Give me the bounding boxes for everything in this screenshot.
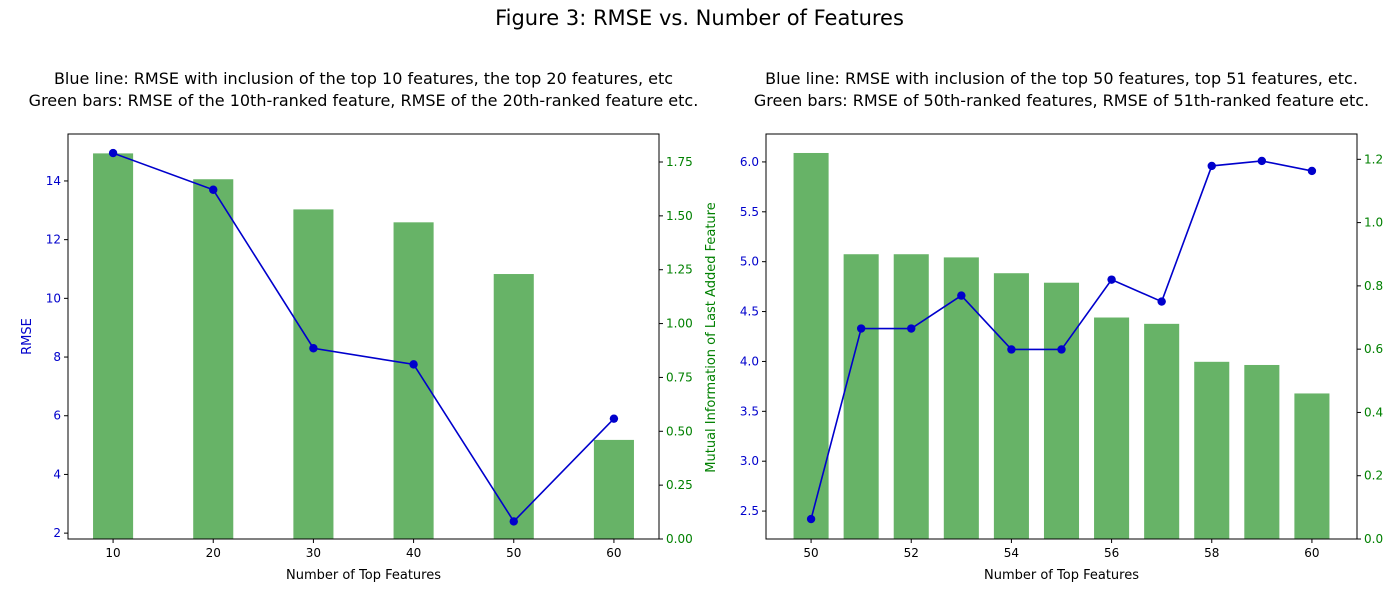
plot-frame [765,133,1358,540]
y-left-axis-label: RMSE [20,318,35,355]
y-left-tick-label: 4.5 [740,305,759,319]
y-left-tick-label: 2.5 [740,504,759,518]
y-right-axis-label: Mutual Information of Last Added Feature [704,202,719,472]
x-tick-label: 58 [1204,546,1219,560]
y-left-tick-label: 4.0 [740,354,759,368]
x-tick-label: 52 [904,546,919,560]
y-right-tick-label: 0.2 [1364,469,1383,483]
y-left-tick-label: 8 [53,350,61,364]
x-tick-label: 40 [406,546,421,560]
rmse-point [509,517,518,526]
x-axis-label: Number of Top Features [984,568,1139,583]
bar [993,273,1029,539]
y-left-tick-label: 4 [53,467,61,481]
x-tick-label: 50 [803,546,818,560]
y-left-tick-label: 5.5 [740,205,759,219]
bar [193,179,234,539]
bar [1244,364,1280,539]
y-right-tick-label: 1.75 [666,155,693,169]
y-right-tick-label: 1.25 [666,263,693,277]
rmse-point [1007,345,1016,354]
bar [843,254,879,539]
chart-title-line: Green bars: RMSE of the 10th-ranked feat… [29,91,699,110]
bar [293,209,334,540]
bar [93,153,134,539]
x-axis-label: Number of Top Features [286,568,441,583]
bar [1194,361,1230,539]
y-right-tick-label: 1.0 [1364,216,1383,230]
rmse-line [112,152,615,523]
rmse-point [209,185,218,194]
bar [1043,282,1080,539]
rmse-point [1207,161,1216,171]
bar [793,152,829,539]
y-left-tick-label: 6.0 [740,155,759,169]
bar [393,222,434,539]
y-right-tick-label: 0.8 [1364,279,1383,293]
chart-2: Blue line: RMSE with inclusion of the to… [740,69,1383,583]
x-tick-label: 60 [606,546,621,560]
rmse-point [806,514,816,524]
plot-frame [67,133,660,540]
x-tick-label: 30 [306,546,321,560]
y-right-tick-label: 0.4 [1364,405,1383,419]
rmse-point [1157,297,1166,306]
y-left-tick-label: 10 [46,291,61,305]
rmse-point [609,414,619,423]
y-left-tick-label: 2 [53,526,61,540]
y-right-tick-label: 1.00 [666,317,693,331]
bar [1144,323,1180,539]
y-right-tick-label: 0.6 [1364,342,1383,356]
bar [1294,393,1330,539]
x-tick-label: 10 [105,546,120,560]
bar [943,257,979,539]
y-right-tick-label: 0.25 [666,478,693,492]
x-tick-label: 56 [1104,546,1119,560]
chart-1: Blue line: RMSE with inclusion of the to… [20,69,719,583]
x-tick-label: 54 [1004,546,1019,560]
rmse-point [1107,275,1116,284]
bar [893,254,929,539]
bar [593,439,634,539]
y-right-tick-label: 0.00 [666,532,693,546]
rmse-point [907,324,916,333]
rmse-point [957,291,966,300]
y-left-tick-label: 5.0 [740,255,759,269]
x-tick-label: 50 [506,546,521,560]
x-tick-label: 20 [206,546,221,560]
y-right-tick-label: 0.75 [666,370,693,384]
rmse-point [1057,345,1066,354]
y-left-tick-label: 12 [46,233,61,247]
y-left-tick-label: 14 [46,174,61,188]
y-right-tick-label: 0.0 [1364,532,1383,546]
rmse-point [108,148,118,158]
figure-title: Figure 3: RMSE vs. Number of Features [495,6,904,30]
chart-title-line: Blue line: RMSE with inclusion of the to… [54,69,673,88]
y-left-tick-label: 3.0 [740,454,759,468]
y-left-tick-label: 6 [53,409,61,423]
y-right-tick-label: 1.2 [1364,152,1383,166]
bar [493,274,534,539]
x-tick-label: 60 [1304,546,1319,560]
y-left-tick-label: 3.5 [740,404,759,418]
rmse-point [856,324,866,333]
rmse-point [1257,156,1267,166]
bar [1094,317,1130,539]
y-right-tick-label: 1.50 [666,209,693,223]
y-right-tick-label: 0.50 [666,424,693,438]
chart-title-line: Blue line: RMSE with inclusion of the to… [765,69,1358,88]
chart-title-line: Green bars: RMSE of 50th-ranked features… [754,91,1369,110]
rmse-point [409,360,418,369]
rmse-point [309,344,318,353]
rmse-point [1307,166,1317,176]
